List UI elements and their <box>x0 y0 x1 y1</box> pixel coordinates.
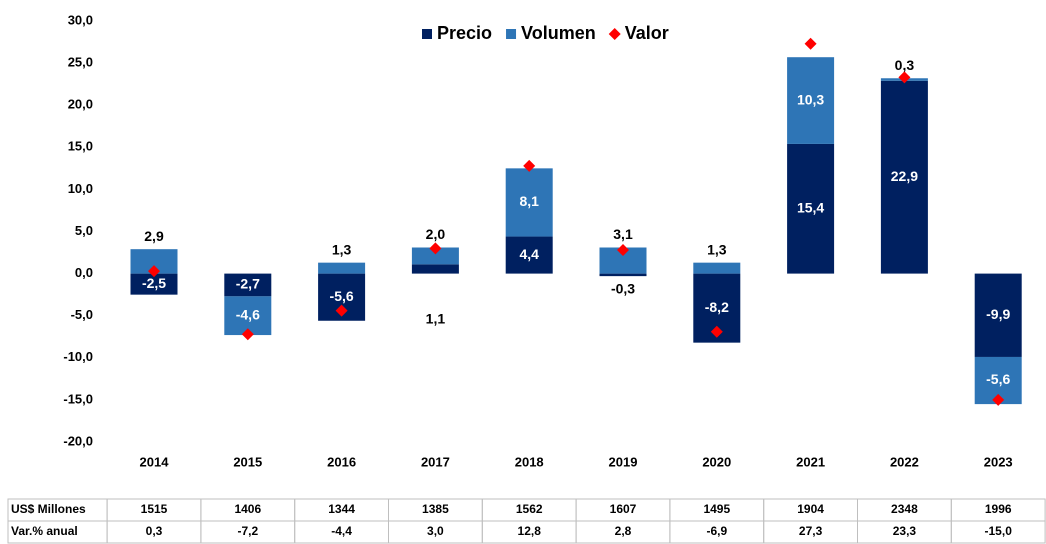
data-label: 1,3 <box>332 241 352 257</box>
y-tick-label: 10,0 <box>68 181 93 196</box>
data-label: -5,6 <box>330 288 354 304</box>
valor-marker <box>617 244 629 257</box>
table-value: -6,9 <box>706 524 727 538</box>
table-value: 1495 <box>703 502 730 516</box>
data-label: -9,9 <box>986 306 1010 322</box>
valor-marker <box>992 393 1005 406</box>
data-label: -5,6 <box>986 371 1010 387</box>
valor-marker <box>523 159 536 172</box>
data-label: 3,1 <box>613 226 633 242</box>
x-tick-label: 2022 <box>890 454 919 469</box>
data-label: 2,0 <box>426 226 446 242</box>
y-tick-label: 20,0 <box>68 97 93 112</box>
valor-marker <box>898 71 911 84</box>
table-value: 1562 <box>516 502 543 516</box>
table-value: 3,0 <box>427 524 444 538</box>
legend-label: Precio <box>437 23 492 43</box>
x-tick-label: 2018 <box>515 454 544 469</box>
bar-segment <box>505 168 553 237</box>
y-tick-label: 25,0 <box>68 55 93 70</box>
x-tick-label: 2015 <box>233 454 262 469</box>
table-row-label: Var.% anual <box>11 524 78 538</box>
data-label: -0,3 <box>611 280 635 296</box>
data-label: 10,3 <box>797 91 824 107</box>
bar-segment <box>880 80 928 274</box>
table-value: 1904 <box>797 502 824 516</box>
valor-marker <box>710 325 723 338</box>
table-value: 1385 <box>422 502 449 516</box>
table-value: 1996 <box>985 502 1012 516</box>
table-cell <box>950 520 1046 544</box>
y-tick-label: 0,0 <box>75 265 93 280</box>
data-label: -2,7 <box>236 276 260 292</box>
table-value: -7,2 <box>237 524 258 538</box>
data-label: 15,4 <box>797 199 824 215</box>
legend-swatch <box>506 29 517 39</box>
bar-segment <box>411 264 459 274</box>
legend-label: Valor <box>625 23 669 43</box>
table-value: 1406 <box>234 502 261 516</box>
data-label: 22,9 <box>891 168 918 184</box>
y-tick-label: -10,0 <box>63 349 93 364</box>
bar-segment <box>787 143 835 274</box>
y-tick-label: 30,0 <box>68 12 93 27</box>
y-tick-label: 5,0 <box>75 223 93 238</box>
table-value: 2348 <box>891 502 918 516</box>
bar-segment <box>599 273 647 277</box>
x-tick-label: 2023 <box>984 454 1013 469</box>
table-value: 12,8 <box>518 524 542 538</box>
data-label: 1,1 <box>426 310 446 326</box>
data-label: 0,3 <box>895 57 915 73</box>
x-tick-label: 2021 <box>796 454 825 469</box>
bar-segment <box>693 262 741 274</box>
bar-segment <box>224 273 272 297</box>
x-tick-label: 2020 <box>702 454 731 469</box>
x-tick-label: 2016 <box>327 454 356 469</box>
x-tick-label: 2017 <box>421 454 450 469</box>
table-value: -15,0 <box>985 524 1013 538</box>
bar-segment <box>130 273 178 295</box>
legend-swatch <box>422 29 432 39</box>
bar-segment <box>505 236 553 274</box>
table-row-label: US$ Millones <box>11 502 86 516</box>
valor-marker <box>148 265 160 278</box>
x-tick-label: 2014 <box>140 454 170 469</box>
data-label: 8,1 <box>519 193 539 209</box>
y-tick-label: -5,0 <box>71 307 93 322</box>
valor-marker <box>804 37 817 50</box>
y-tick-label: 15,0 <box>68 139 93 154</box>
data-label: 2,9 <box>144 228 164 244</box>
data-label: 4,4 <box>519 246 539 262</box>
y-tick-label: -20,0 <box>63 433 93 448</box>
bar-segment <box>318 262 366 274</box>
valor-marker <box>429 242 442 255</box>
bar-segment <box>411 247 459 265</box>
valor-marker <box>335 304 348 317</box>
data-label: -4,6 <box>236 306 260 322</box>
table-value: -4,4 <box>331 524 352 538</box>
bar-segment <box>787 57 835 144</box>
x-tick-label: 2019 <box>609 454 638 469</box>
y-tick-label: -15,0 <box>63 391 93 406</box>
legend-label: Volumen <box>521 23 596 43</box>
data-label: -8,2 <box>705 299 729 315</box>
data-label: -2,5 <box>142 275 166 291</box>
table-value: 2,8 <box>615 524 632 538</box>
table-value: 0,3 <box>146 524 163 538</box>
table-value: 1607 <box>610 502 637 516</box>
valor-marker <box>241 328 254 341</box>
table-value: 1344 <box>328 502 355 516</box>
legend-marker <box>608 28 621 40</box>
table-value: 27,3 <box>799 524 823 538</box>
table-value: 23,3 <box>893 524 917 538</box>
bar-segment <box>974 273 1022 357</box>
table-value: 1515 <box>141 502 168 516</box>
data-label: 1,3 <box>707 241 727 257</box>
